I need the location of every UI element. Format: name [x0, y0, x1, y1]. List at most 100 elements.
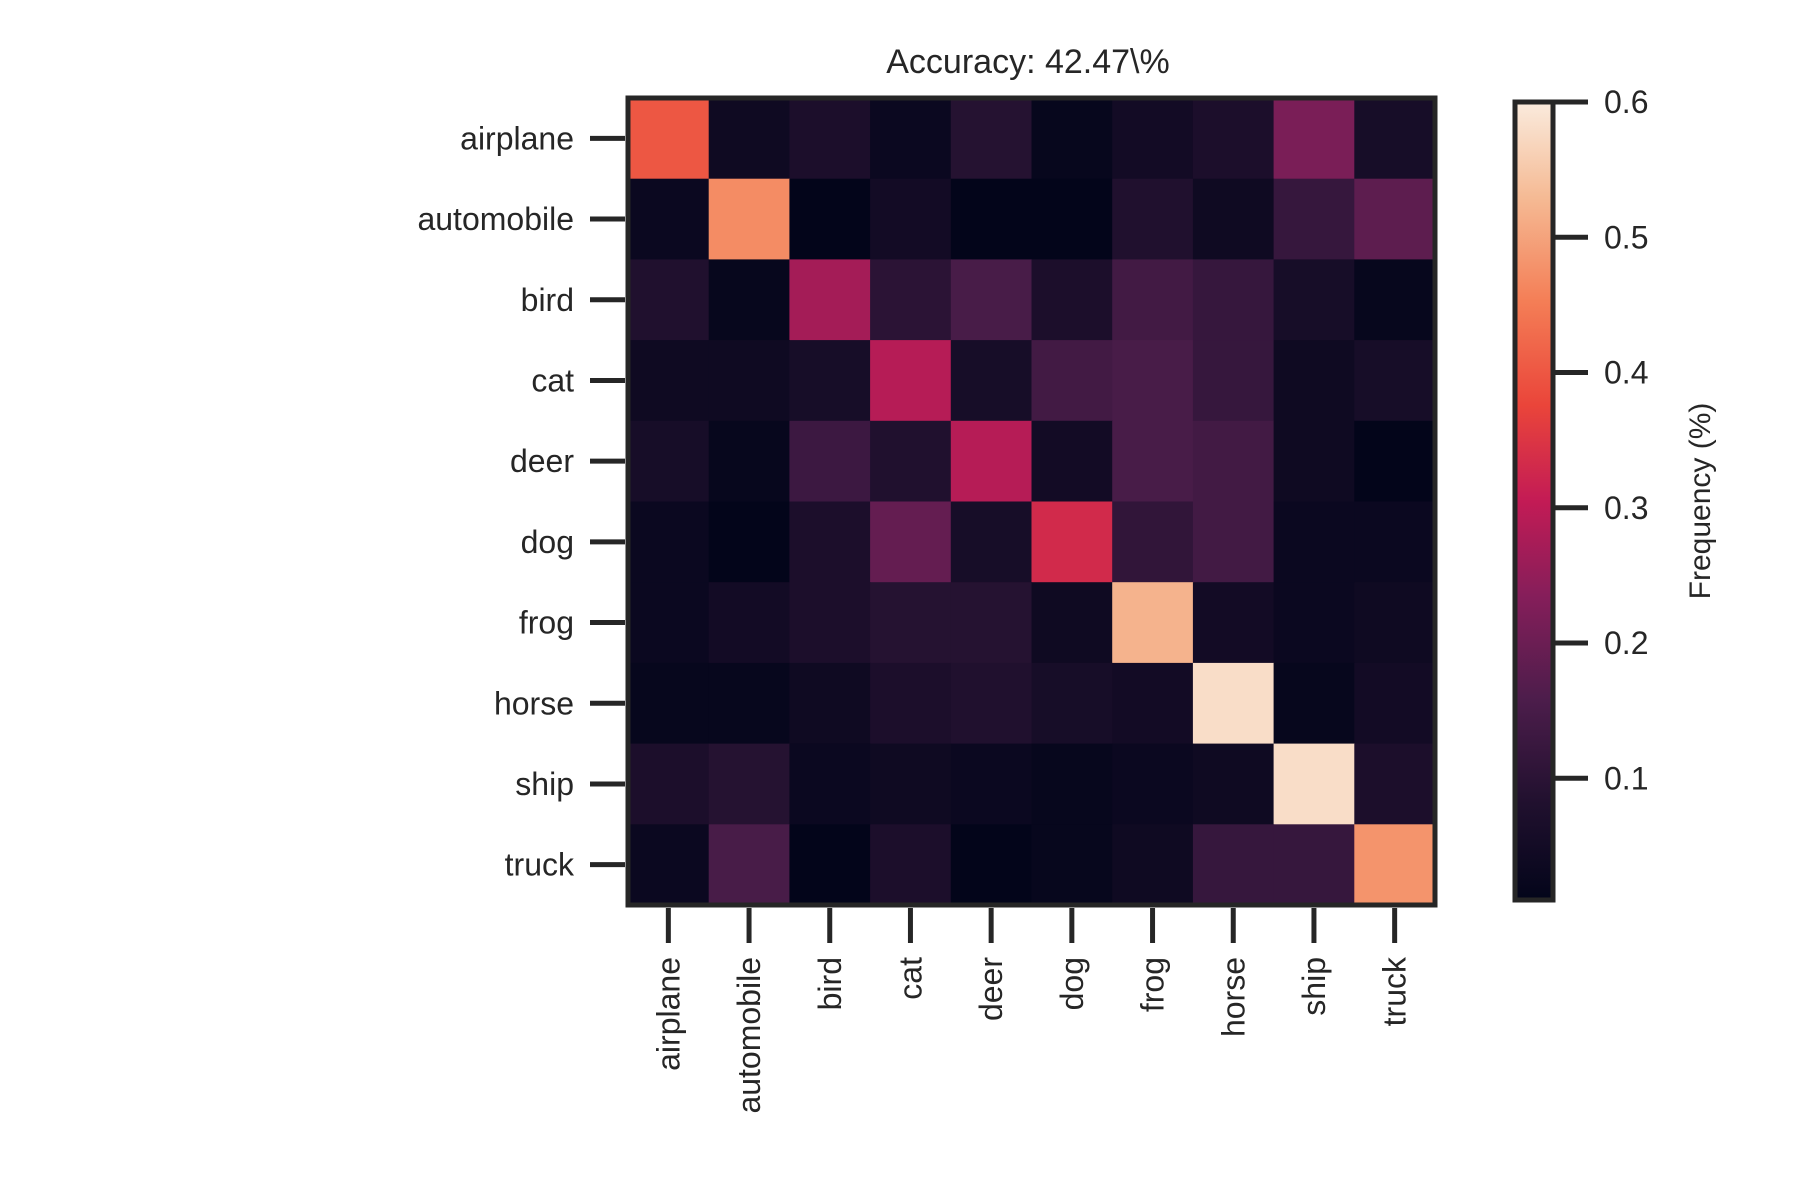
x-axis-ticks: airplane automobile bird cat deer dog frog hors… [650, 908, 1413, 1114]
heatmap-cell [1031, 582, 1113, 664]
heatmap-cell [870, 178, 952, 260]
x-tick-label: automobile [731, 957, 767, 1114]
heatmap-cell [1112, 743, 1194, 825]
heatmap-cell [708, 582, 790, 664]
y-tick-label: horse [494, 685, 574, 721]
x-tick-label: truck [1377, 956, 1413, 1026]
heatmap-cell [1112, 340, 1194, 422]
heatmap-cell [789, 743, 871, 825]
heatmap-cell [1273, 582, 1355, 664]
heatmap-cell [1354, 501, 1436, 583]
heatmap-cell [1354, 662, 1436, 745]
heatmap-cell [1354, 259, 1436, 341]
x-tick-label: deer [973, 957, 1009, 1021]
heatmap-cell [1112, 501, 1194, 583]
y-tick-label: frog [519, 605, 574, 641]
heatmap-cell [1112, 420, 1194, 503]
heatmap-cell [628, 582, 710, 664]
colorbar-tick-label: 0.3 [1604, 490, 1648, 526]
heatmap-cell [950, 662, 1033, 745]
x-tick-label: frog [1135, 957, 1171, 1012]
heatmap-cell [628, 662, 710, 745]
heatmap-cell [628, 340, 710, 422]
heatmap-cell [1273, 98, 1355, 180]
heatmap-cell [1273, 259, 1355, 341]
heatmap-cell [950, 178, 1033, 260]
heatmap-cell [950, 98, 1033, 180]
heatmap-cell [1192, 662, 1275, 745]
heatmap-cell [789, 259, 871, 341]
y-axis-ticks: airplane automobile bird cat deer dog frog hors… [417, 120, 625, 883]
heatmap-cell [1031, 340, 1113, 422]
heatmap-cell [628, 824, 710, 906]
heatmap-cell [708, 340, 790, 422]
heatmap-cell [870, 501, 952, 583]
heatmap-cell [789, 662, 871, 745]
heatmap-cell [1354, 582, 1436, 664]
heatmap-cell [1112, 98, 1194, 180]
y-tick-label: bird [521, 282, 574, 318]
heatmap-cell [708, 178, 790, 260]
colorbar-frame [1512, 99, 1556, 903]
heatmap-cell [870, 340, 952, 422]
y-tick-label: truck [505, 847, 575, 883]
heatmap-cell [789, 420, 871, 503]
colorbar: 0.1 0.2 0.3 0.4 0.5 0.6 Frequency (%) [1512, 84, 1717, 903]
heatmap-cell [950, 340, 1033, 422]
y-tick-label: ship [515, 766, 574, 802]
plot-frame [625, 95, 1438, 908]
heatmap-cell [870, 743, 952, 825]
heatmap-cell [708, 420, 790, 503]
heatmap-cell [870, 662, 952, 745]
heatmap-cell [1112, 662, 1194, 745]
heatmap-cell [1273, 178, 1355, 260]
heatmap-cell [870, 98, 952, 180]
heatmap-cell [1192, 501, 1275, 583]
heatmap-cell [870, 582, 952, 664]
heatmap-cell [1112, 259, 1194, 341]
heatmap-cell [1192, 824, 1275, 906]
heatmap-cell [628, 178, 710, 260]
colorbar-label: Frequency (%) [1684, 403, 1717, 600]
heatmap-cell [708, 501, 790, 583]
heatmap-cell [628, 420, 710, 503]
heatmap-cell [628, 98, 710, 180]
heatmap-cell [789, 501, 871, 583]
colorbar-gradient [1515, 102, 1553, 900]
heatmap-cell [1273, 420, 1355, 503]
heatmap-cell [1112, 178, 1194, 260]
heatmap-cell [950, 420, 1033, 503]
colorbar-tick-label: 0.1 [1604, 760, 1648, 796]
heatmap-cell [950, 743, 1033, 825]
heatmap-cell [1354, 178, 1436, 260]
x-tick-label: ship [1296, 957, 1332, 1016]
heatmap-cell [628, 259, 710, 341]
heatmap-cell [708, 662, 790, 745]
y-tick-label: cat [531, 362, 574, 398]
heatmap-cell [1031, 420, 1113, 503]
heatmap-cell [1354, 340, 1436, 422]
heatmap-cell [789, 178, 871, 260]
heatmap-cell [1192, 178, 1275, 260]
heatmap-cell [870, 824, 952, 906]
heatmap-cell [1192, 259, 1275, 341]
heatmap-cell [950, 259, 1033, 341]
heatmap-cell [1273, 743, 1355, 825]
y-tick-label: deer [510, 443, 574, 479]
colorbar-tick-label: 0.4 [1604, 355, 1648, 391]
heatmap-cell [1192, 420, 1275, 503]
heatmap-cell [628, 501, 710, 583]
heatmap-cell [1192, 340, 1275, 422]
heatmap-cell [1273, 662, 1355, 745]
heatmap-cell [950, 582, 1033, 664]
colorbar-ticks: 0.1 0.2 0.3 0.4 0.5 0.6 [1553, 84, 1648, 796]
colorbar-tick-label: 0.6 [1604, 84, 1648, 120]
colorbar-tick-label: 0.2 [1604, 625, 1648, 661]
x-tick-label: bird [812, 957, 848, 1010]
heatmap-cell [708, 743, 790, 825]
x-tick-label: cat [892, 957, 928, 1000]
heatmap-cell [1192, 743, 1275, 825]
y-tick-label: airplane [460, 120, 574, 156]
heatmap-cell [1273, 340, 1355, 422]
heatmap-cell [1192, 98, 1275, 180]
